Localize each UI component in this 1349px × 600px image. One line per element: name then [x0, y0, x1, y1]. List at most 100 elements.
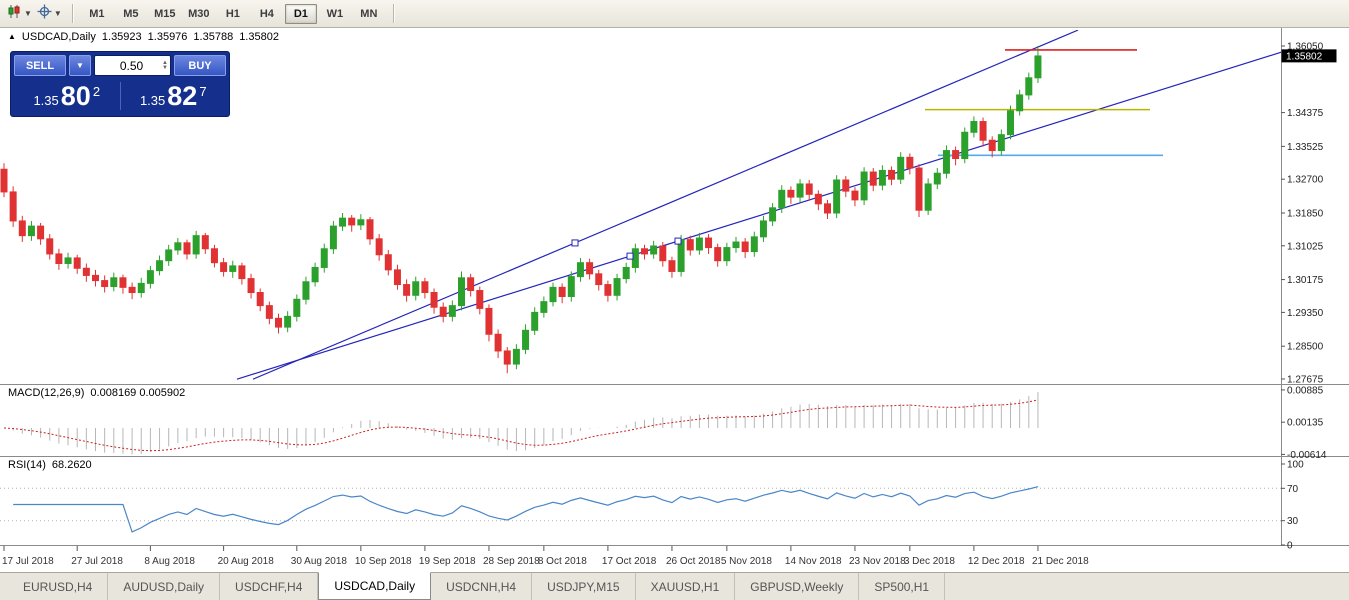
chart-canvas[interactable]: 1.36050 1.34375 1.33525 1.32700 1.31850 1.310… — [0, 28, 1349, 572]
time-axis-label: 17 Oct 2018 — [602, 556, 657, 567]
sell-price-pipette: 2 — [92, 84, 101, 99]
chevron-down-icon: ▼ — [76, 61, 84, 70]
macd-axis-label: -0.00614 — [1287, 450, 1327, 461]
price-axis-label: 1.36050 — [1287, 42, 1324, 53]
time-axis-label: 12 Dec 2018 — [968, 556, 1025, 567]
rsi-line — [13, 486, 1039, 533]
timeframe-toolbar: ▼ ▼ M1 M5 M15 M30 H1 H4 D1 W1 MN — [0, 0, 1349, 28]
tab-usdchf-h4[interactable]: USDCHF,H4 — [220, 573, 319, 600]
drawing-tools-button[interactable]: ▼ — [35, 2, 65, 26]
buy-price-prefix: 1.35 — [139, 93, 166, 108]
ohlc-close: 1.35802 — [239, 31, 279, 43]
ohlc-high: 1.35976 — [147, 31, 188, 43]
ohlc-low: 1.35788 — [193, 31, 234, 43]
rsi-axis-label: 30 — [1287, 516, 1299, 527]
rsi-axis-label: 70 — [1287, 484, 1299, 495]
trend-channel-lower-line[interactable] — [236, 51, 1282, 380]
order-options-dropdown[interactable]: ▼ — [69, 55, 91, 76]
timeframe-m30-button[interactable]: M30 — [188, 7, 210, 20]
volume-stepper[interactable]: ▲ ▼ — [162, 59, 168, 71]
rsi-axis-label: 100 — [1287, 460, 1304, 471]
time-axis-label: 17 Jul 2018 — [2, 556, 54, 567]
price-axis-label: 1.30175 — [1287, 275, 1324, 286]
chart-region: 1.36050 1.34375 1.33525 1.32700 1.31850 1.310… — [0, 28, 1349, 572]
price-axis: 1.36050 1.34375 1.33525 1.32700 1.31850 1.310… — [1281, 42, 1337, 385]
time-axis-label: 5 Nov 2018 — [721, 556, 773, 567]
tab-sp500-h1[interactable]: SP500,H1 — [859, 573, 946, 600]
price-axis-label: 1.33525 — [1287, 142, 1324, 153]
price-axis-label: 1.32700 — [1287, 175, 1324, 186]
one-click-trading-panel: SELL ▼ 0.50 ▲ ▼ BUY 1.35 80 2 1.35 — [10, 51, 230, 117]
timeframe-m1-button[interactable]: M1 — [89, 7, 105, 20]
price-axis-label: 1.31025 — [1287, 241, 1324, 252]
time-axis-label: 20 Aug 2018 — [218, 556, 275, 567]
volume-input[interactable]: 0.50 ▲ ▼ — [94, 55, 171, 76]
candlestick-chart-icon — [7, 4, 22, 24]
time-axis-label: 27 Jul 2018 — [71, 556, 123, 567]
timeframe-mn-button[interactable]: MN — [360, 7, 378, 20]
macd-indicator-label: MACD(12,26,9) 0.008169 0.005902 — [8, 387, 185, 399]
rsi-value: 68.2620 — [51, 459, 92, 471]
candlestick-series — [0, 46, 1042, 374]
chevron-down-icon: ▼ — [24, 8, 32, 18]
time-axis-label: 8 Oct 2018 — [538, 556, 587, 567]
volume-value: 0.50 — [119, 58, 144, 73]
timeframe-d1-button[interactable]: D1 — [284, 3, 317, 24]
sell-button[interactable]: SELL — [14, 55, 66, 76]
buy-price-pipette: 7 — [199, 84, 207, 99]
trendline-anchor[interactable] — [674, 237, 682, 245]
timeframe-m5-button[interactable]: M5 — [123, 7, 139, 20]
toolbar-separator — [392, 4, 394, 23]
trendline-anchor[interactable] — [571, 239, 579, 247]
price-divider — [119, 82, 121, 110]
macd-axis-label: 0.00885 — [1287, 385, 1324, 396]
price-axis-label: 1.34375 — [1287, 108, 1324, 119]
price-pane — [0, 30, 1282, 380]
macd-values: 0.008169 0.005902 — [90, 387, 186, 399]
time-axis-label: 10 Sep 2018 — [355, 556, 412, 567]
time-axis-label: 30 Aug 2018 — [291, 556, 348, 567]
tab-usdcnh-h4[interactable]: USDCNH,H4 — [431, 573, 533, 600]
price-axis-label: 1.27675 — [1287, 374, 1324, 385]
chart-ohlc-header: ▲ USDCAD,Daily 1.35923 1.35976 1.35788 1… — [8, 31, 279, 43]
timeframe-m15-button[interactable]: M15 — [154, 7, 176, 20]
trend-channel-upper-line[interactable] — [252, 30, 1079, 380]
current-price-badge — [1281, 49, 1337, 63]
time-axis: 17 Jul 2018 27 Jul 2018 8 Aug 2018 20 Aug 2… — [2, 546, 1089, 567]
rsi-name: RSI(14) — [8, 459, 46, 471]
macd-axis-label: 0.00135 — [1287, 418, 1324, 429]
timeframe-h1-button[interactable]: H1 — [225, 7, 240, 20]
chart-symbol-label: USDCAD,Daily — [21, 31, 96, 43]
current-price-value: 1.35802 — [1286, 51, 1323, 62]
tab-audusd-daily[interactable]: AUDUSD,Daily — [108, 573, 221, 600]
tab-eurusd-h4[interactable]: EURUSD,H4 — [8, 573, 109, 600]
chevron-down-icon: ▼ — [53, 8, 62, 18]
buy-button[interactable]: BUY — [174, 55, 226, 76]
time-axis-label: 28 Sep 2018 — [483, 556, 540, 567]
chart-type-button[interactable]: ▼ — [5, 2, 35, 26]
time-axis-label: 26 Oct 2018 — [666, 556, 721, 567]
price-axis-label: 1.31850 — [1287, 208, 1324, 219]
macd-name: MACD(12,26,9) — [8, 387, 85, 399]
tab-xauusd-h1[interactable]: XAUUSD,H1 — [636, 573, 736, 600]
rsi-indicator-label: RSI(14) 68.2620 — [8, 459, 92, 471]
time-axis-label: 23 Nov 2018 — [849, 556, 906, 567]
tab-usdcad-daily[interactable]: USDCAD,Daily — [318, 572, 432, 600]
timeframe-h4-button[interactable]: H4 — [259, 7, 274, 20]
sell-price-prefix: 1.35 — [33, 93, 59, 108]
buy-price: 1.35 82 7 — [121, 81, 227, 111]
crosshair-tool-icon — [37, 4, 52, 24]
trendline-anchor[interactable] — [626, 252, 634, 260]
price-axis-label: 1.29350 — [1287, 308, 1324, 319]
rsi-axis-label: 0 — [1287, 541, 1293, 552]
tab-gbpusd-weekly[interactable]: GBPUSD,Weekly — [735, 573, 860, 600]
rsi-indicator — [0, 486, 1281, 533]
symbol-marker-icon: ▲ — [8, 31, 16, 41]
tab-usdjpy-m15[interactable]: USDJPY,M15 — [532, 573, 636, 600]
chart-tab-bar: EURUSD,H4 AUDUSD,Daily USDCHF,H4 USDCAD,… — [0, 572, 1349, 600]
timeframe-w1-button[interactable]: W1 — [326, 7, 344, 20]
time-axis-label: 21 Dec 2018 — [1032, 556, 1089, 567]
price-axis-label: 1.28500 — [1287, 342, 1324, 353]
macd-indicator — [3, 392, 1039, 455]
